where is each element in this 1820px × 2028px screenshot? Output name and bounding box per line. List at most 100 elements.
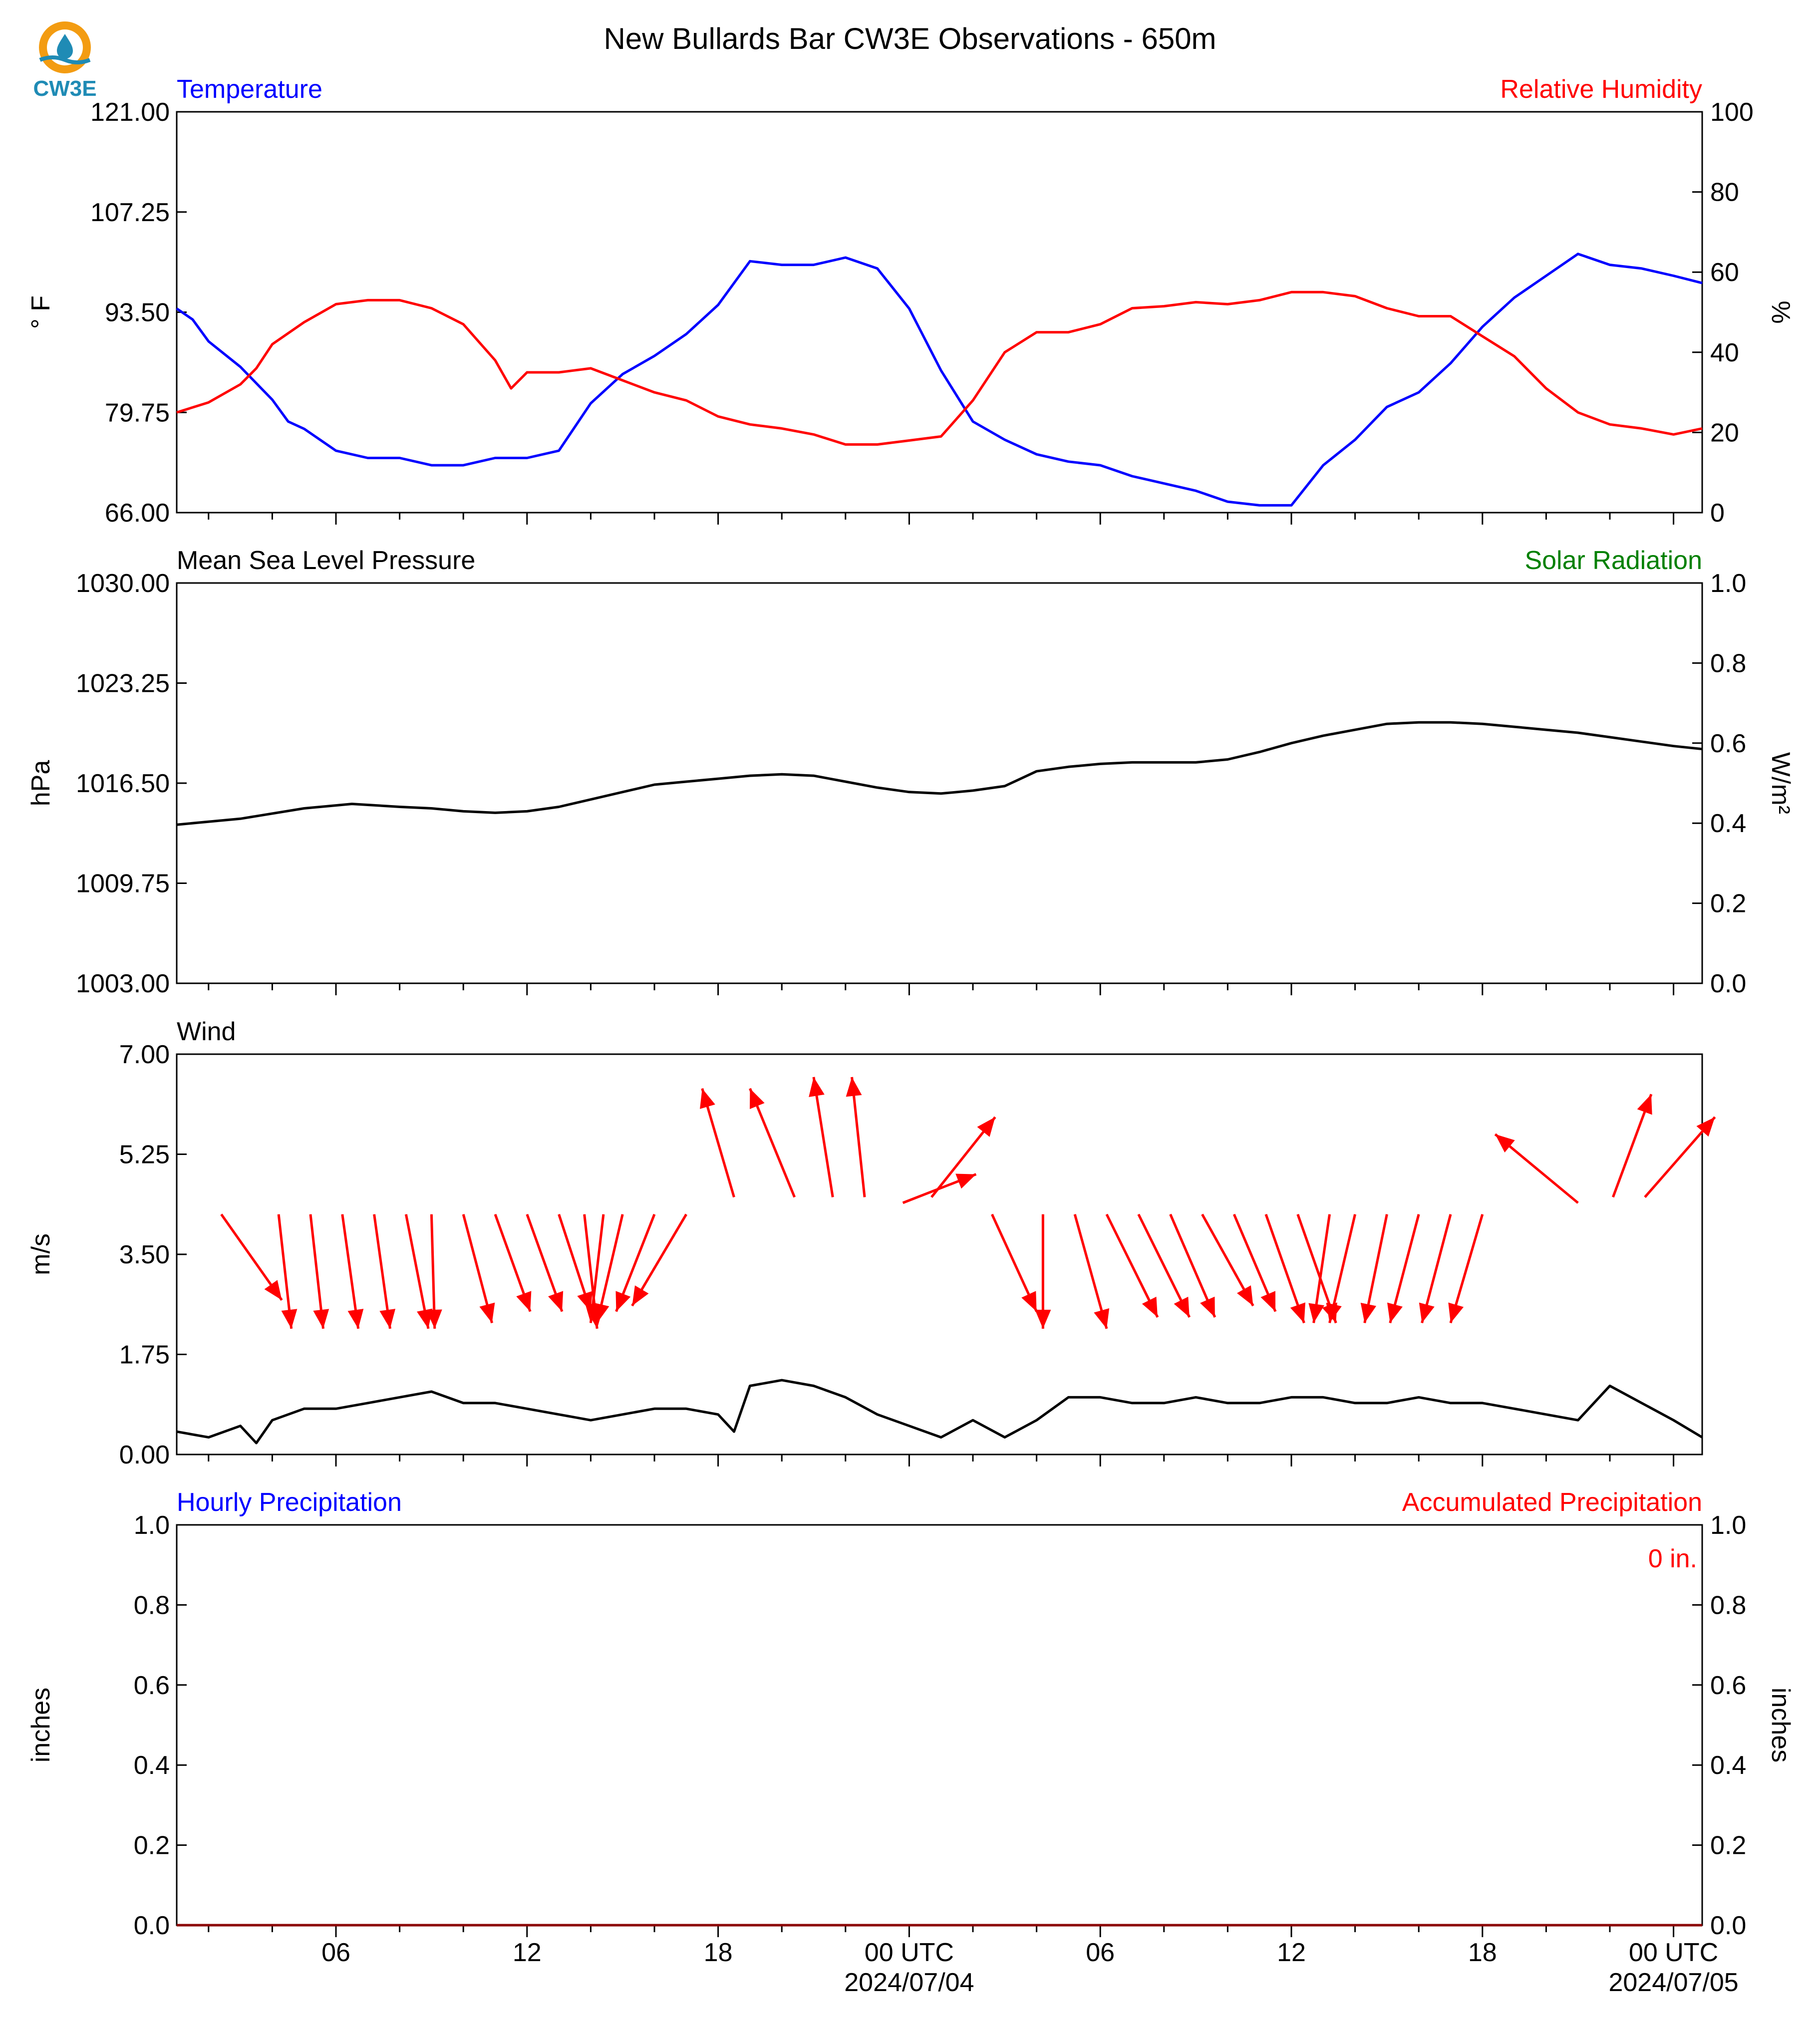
- y-tick-label-right: 0.8: [1710, 649, 1746, 678]
- wind-arrow-shaft: [851, 1077, 866, 1197]
- x-tick-label: 12: [1277, 1938, 1306, 1967]
- wind-arrow-head: [313, 1309, 329, 1329]
- panel-title-left: Hourly Precipitation: [177, 1488, 402, 1517]
- y-axis-label-right: W/m²: [1766, 752, 1795, 814]
- y-tick-label: 66.00: [105, 499, 170, 528]
- chart-panels: Temperature Relative Humidity 66.00 79.75 93…: [26, 75, 1795, 1997]
- y-tick-label-right: 0.4: [1710, 1751, 1746, 1780]
- wind-arrow-head: [264, 1280, 282, 1300]
- wind-arrow-head: [479, 1302, 495, 1323]
- x-tick-label: 12: [513, 1938, 542, 1967]
- x-tick-label: 18: [704, 1938, 733, 1967]
- y-tick-label-right: 0.6: [1710, 1671, 1746, 1700]
- y-tick-label: 7.00: [119, 1040, 170, 1069]
- y-tick-label: 0.0: [134, 1911, 170, 1940]
- wind-arrow-head: [615, 1291, 631, 1312]
- wind-arrow-head: [1308, 1303, 1324, 1323]
- x-date-label: 2024/07/04: [844, 1968, 974, 1997]
- wind-arrow-head: [1360, 1303, 1377, 1323]
- y-tick-label: 93.50: [105, 298, 170, 327]
- wind-arrow-shaft: [749, 1088, 796, 1198]
- y-tick-label: 0.00: [119, 1441, 170, 1469]
- y-tick-label: 1023.25: [76, 669, 170, 698]
- wind-arrow-head: [846, 1077, 862, 1097]
- series-line-0: [176, 253, 1703, 507]
- wind-arrow-head: [1326, 1302, 1342, 1323]
- wind-arrow-head: [379, 1309, 396, 1329]
- y-tick-label-right: 0.6: [1710, 729, 1746, 758]
- logo-wave: [39, 55, 91, 64]
- wind-arrow-head: [426, 1309, 442, 1329]
- y-tick-label: 0.2: [134, 1831, 170, 1860]
- y-axis-label: inches: [26, 1688, 55, 1762]
- panel-title-right: Accumulated Precipitation: [1402, 1488, 1702, 1517]
- y-tick-label-right: 0: [1710, 499, 1725, 528]
- wind-arrow-head: [1200, 1296, 1215, 1318]
- wind-arrow-head: [594, 1302, 609, 1323]
- y-tick-label-right: 100: [1710, 98, 1754, 127]
- y-tick-label: 1016.50: [76, 769, 170, 798]
- panel-pressure: Mean Sea Level Pressure Solar Radiation 10…: [26, 546, 1795, 998]
- wind-arrow-head: [1448, 1302, 1464, 1323]
- panel-wind: Wind 0.00 1.75 3.50 5.25 7.00 m/s: [26, 1017, 1716, 1469]
- panel-title-right: Solar Radiation: [1524, 546, 1702, 575]
- panel-temp_rh: Temperature Relative Humidity 66.00 79.75 93…: [26, 75, 1795, 528]
- wind-arrow-head: [700, 1088, 715, 1109]
- y-tick-label: 107.25: [90, 198, 170, 227]
- y-axis-label-right: %: [1766, 300, 1795, 323]
- wind-arrow-shaft: [277, 1214, 293, 1329]
- wind-arrow-head: [1290, 1302, 1305, 1323]
- accumulated-total-label: 0 in.: [1648, 1544, 1697, 1573]
- x-tick-label: 06: [321, 1938, 350, 1967]
- series-line-1: [176, 290, 1703, 446]
- y-tick-label-right: 60: [1710, 258, 1739, 287]
- y-tick-label: 79.75: [105, 398, 170, 427]
- x-tick-label: 18: [1468, 1938, 1497, 1967]
- wind-arrow-head: [1387, 1302, 1403, 1323]
- wind-arrow-shaft: [404, 1214, 430, 1329]
- y-tick-label: 1.0: [134, 1511, 170, 1540]
- wind-arrow-head: [1142, 1296, 1158, 1318]
- series-line-0: [176, 721, 1703, 826]
- wind-arrow-shaft: [430, 1214, 436, 1329]
- y-tick-label: 5.25: [119, 1141, 170, 1169]
- wind-arrow-head: [548, 1291, 564, 1312]
- y-tick-label-right: 0.2: [1710, 1831, 1746, 1860]
- y-axis-label: ° F: [26, 295, 55, 329]
- x-tick-label: 00 UTC: [1629, 1938, 1718, 1967]
- wind-arrow-head: [1260, 1291, 1276, 1312]
- wind-arrow-head: [955, 1173, 976, 1189]
- wind-arrow-head: [750, 1088, 765, 1109]
- y-tick-label: 0.8: [134, 1591, 170, 1620]
- cw3e-logo: CW3E: [33, 21, 97, 101]
- wind-arrow-head: [347, 1309, 364, 1329]
- wind-arrow-head: [1419, 1302, 1435, 1323]
- wind-arrow-shaft: [1105, 1213, 1159, 1318]
- panel-title-left: Temperature: [177, 75, 322, 104]
- wind-arrow-shaft: [309, 1214, 324, 1329]
- wind-arrow-shaft: [373, 1214, 391, 1329]
- y-tick-label: 1009.75: [76, 869, 170, 898]
- y-tick-label-right: 80: [1710, 178, 1739, 207]
- wind-arrow-head: [809, 1077, 825, 1097]
- wind-arrow-shaft: [1137, 1213, 1191, 1318]
- plot-frame: [176, 1524, 1703, 1926]
- wind-arrow-head: [1696, 1117, 1715, 1137]
- x-tick-label: 06: [1086, 1938, 1115, 1967]
- wind-arrow-shaft: [812, 1077, 834, 1197]
- y-tick-label: 1003.00: [76, 969, 170, 998]
- y-tick-label: 121.00: [90, 98, 170, 127]
- y-tick-label-right: 40: [1710, 338, 1739, 367]
- y-tick-label-right: 0.0: [1710, 1911, 1746, 1940]
- y-tick-label-right: 1.0: [1710, 569, 1746, 598]
- y-tick-label-right: 0.8: [1710, 1591, 1746, 1620]
- wind-arrow-head: [1021, 1291, 1037, 1312]
- wind-arrow-head: [516, 1291, 532, 1312]
- panel-title-left: Wind: [177, 1017, 236, 1046]
- y-tick-label: 1.75: [119, 1341, 170, 1370]
- y-tick-label-right: 0.0: [1710, 969, 1746, 998]
- wind-arrow-shaft: [341, 1214, 360, 1329]
- y-tick-label: 0.6: [134, 1671, 170, 1700]
- panel-precip: Hourly Precipitation Accumulated Precipit…: [26, 1488, 1795, 1940]
- y-axis-label: m/s: [26, 1233, 55, 1275]
